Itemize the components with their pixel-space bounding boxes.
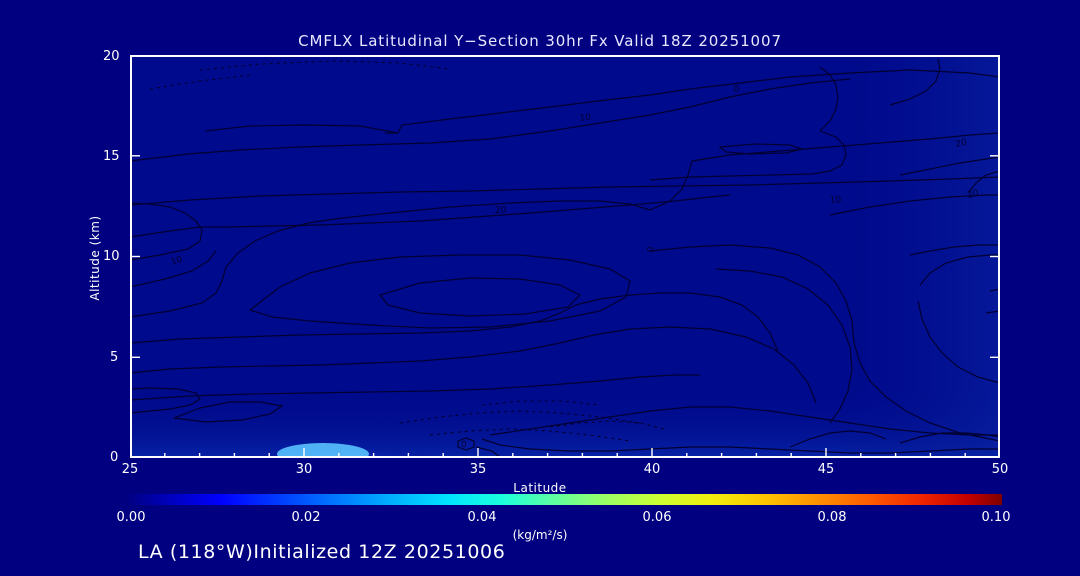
contour-label: 0 (733, 84, 740, 95)
colorbar-tick-2: 0.04 (467, 510, 497, 525)
colorbar-tick-1: 0.02 (291, 510, 321, 525)
contour-label: 10 (170, 255, 184, 268)
colorbar-tick-5: 0.10 (981, 510, 1011, 525)
colorbar-units: (kg/m²/s) (512, 528, 568, 542)
x-tick-25: 25 (121, 462, 139, 477)
colorbar-tick-0: 0.00 (116, 510, 146, 525)
x-tick-30: 30 (295, 462, 313, 477)
contour-label: 10 (579, 112, 592, 124)
secondary-plume (385, 441, 535, 458)
colorbar-tick-4: 0.08 (817, 510, 847, 525)
x-tick-50: 50 (991, 462, 1009, 477)
contour-label-group: 0 10 20 10 20 10 20 0 0 (170, 84, 980, 450)
x-axis-label: Latitude (513, 481, 567, 495)
x-tick-45: 45 (817, 462, 835, 477)
y-axis-label: Altitude (km) (88, 215, 102, 301)
contour-label: 20 (495, 205, 507, 216)
contour-label: 0 (461, 440, 467, 450)
contour-label: 10 (830, 195, 842, 206)
page-title: CMFLX Latitudinal Y−Section 30hr Fx Vali… (298, 32, 782, 50)
footer-caption: LA (118°W)Initialized 12Z 20251006 (138, 541, 506, 563)
contour-lines (130, 58, 1000, 458)
x-tick-35: 35 (469, 462, 487, 477)
x-tick-40: 40 (643, 462, 661, 477)
surface-plume-core (277, 443, 369, 458)
colorbar-tick-3: 0.06 (642, 510, 672, 525)
contour-label: 20 (966, 188, 980, 201)
colorbar (125, 494, 1002, 505)
contour-label: 0 (646, 246, 657, 254)
contour-label: 20 (955, 138, 969, 150)
plot-area: 0 10 20 10 20 10 20 0 0 (130, 55, 1000, 458)
cross-section-svg: 0 10 20 10 20 10 20 0 0 (130, 55, 1000, 458)
